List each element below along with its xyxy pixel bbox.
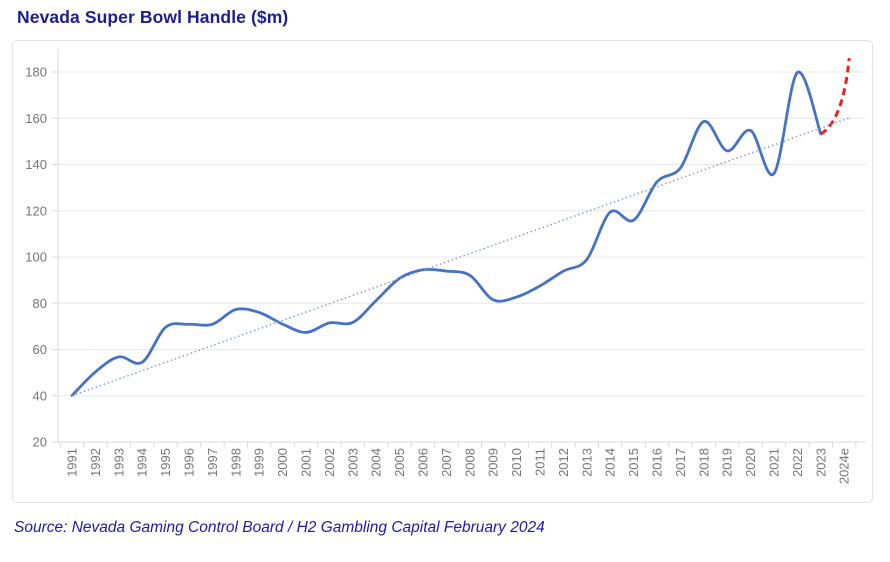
x-axis-label: 2008 bbox=[462, 448, 477, 477]
x-axis-label: 2022 bbox=[790, 448, 805, 477]
y-axis-label: 140 bbox=[25, 157, 47, 172]
x-axis-label: 2016 bbox=[650, 448, 665, 477]
trend-line bbox=[71, 116, 852, 397]
y-axis-label: 120 bbox=[25, 203, 47, 218]
chart-frame: 20 40 60 80 100 120 140 160 180 1991 1992 1993 1994 1… bbox=[12, 40, 873, 503]
x-axis-label: 2018 bbox=[696, 448, 711, 477]
x-axis-label: 2000 bbox=[275, 448, 290, 477]
x-axis-label: 2017 bbox=[673, 448, 688, 477]
x-axis-label: 2013 bbox=[579, 448, 594, 477]
x-axis-label: 2011 bbox=[533, 448, 548, 476]
x-axis-label: 1992 bbox=[88, 448, 103, 477]
x-axis-label: 1993 bbox=[111, 448, 126, 477]
forecast-line bbox=[819, 57, 851, 136]
x-axis-label: 2021 bbox=[767, 448, 782, 477]
x-axis-label: 2005 bbox=[392, 448, 407, 477]
y-axis-label: 20 bbox=[33, 435, 47, 450]
y-axis-label: 80 bbox=[33, 296, 47, 311]
x-axis-label: 1995 bbox=[158, 448, 173, 477]
page-title: Nevada Super Bowl Handle ($m) bbox=[17, 7, 289, 27]
x-axis-label: 2024e bbox=[837, 448, 852, 484]
x-axis-label: 2003 bbox=[345, 448, 360, 477]
x-axis-label: 1998 bbox=[228, 448, 243, 477]
y-axis-label: 180 bbox=[25, 65, 47, 80]
x-axis-label: 2023 bbox=[813, 448, 828, 477]
y-axis-label: 100 bbox=[25, 250, 47, 265]
x-axis-label: 2010 bbox=[509, 448, 524, 477]
x-axis-label: 2019 bbox=[720, 448, 735, 477]
x-axis-label: 2020 bbox=[743, 448, 758, 477]
handle-line bbox=[70, 71, 823, 397]
x-axis-label: 2004 bbox=[369, 448, 384, 477]
y-axis-label: 60 bbox=[33, 342, 47, 357]
x-axis-label: 2001 bbox=[299, 448, 314, 477]
x-axis-label: 1991 bbox=[65, 448, 80, 477]
x-axis-label: 1999 bbox=[252, 448, 267, 477]
x-axis-label: 2012 bbox=[556, 448, 571, 477]
x-axis-label: 2015 bbox=[626, 448, 641, 477]
x-axis-label: 2009 bbox=[486, 448, 501, 477]
x-axis-label: 2014 bbox=[603, 448, 618, 477]
x-axis-label: 1994 bbox=[135, 448, 150, 477]
chart-svg: 20 40 60 80 100 120 140 160 180 1991 1992 1993 1994 1… bbox=[25, 49, 866, 484]
y-axis-label: 40 bbox=[33, 388, 47, 403]
x-axis-label: 2007 bbox=[439, 448, 454, 477]
x-axis-label: 2002 bbox=[322, 448, 337, 477]
y-axis-label: 160 bbox=[25, 111, 47, 126]
x-axis-label: 1996 bbox=[182, 448, 197, 477]
x-axis-label: 2006 bbox=[416, 448, 431, 477]
x-axis-label: 1997 bbox=[205, 448, 220, 477]
source-caption: Source: Nevada Gaming Control Board / H2… bbox=[14, 519, 545, 536]
